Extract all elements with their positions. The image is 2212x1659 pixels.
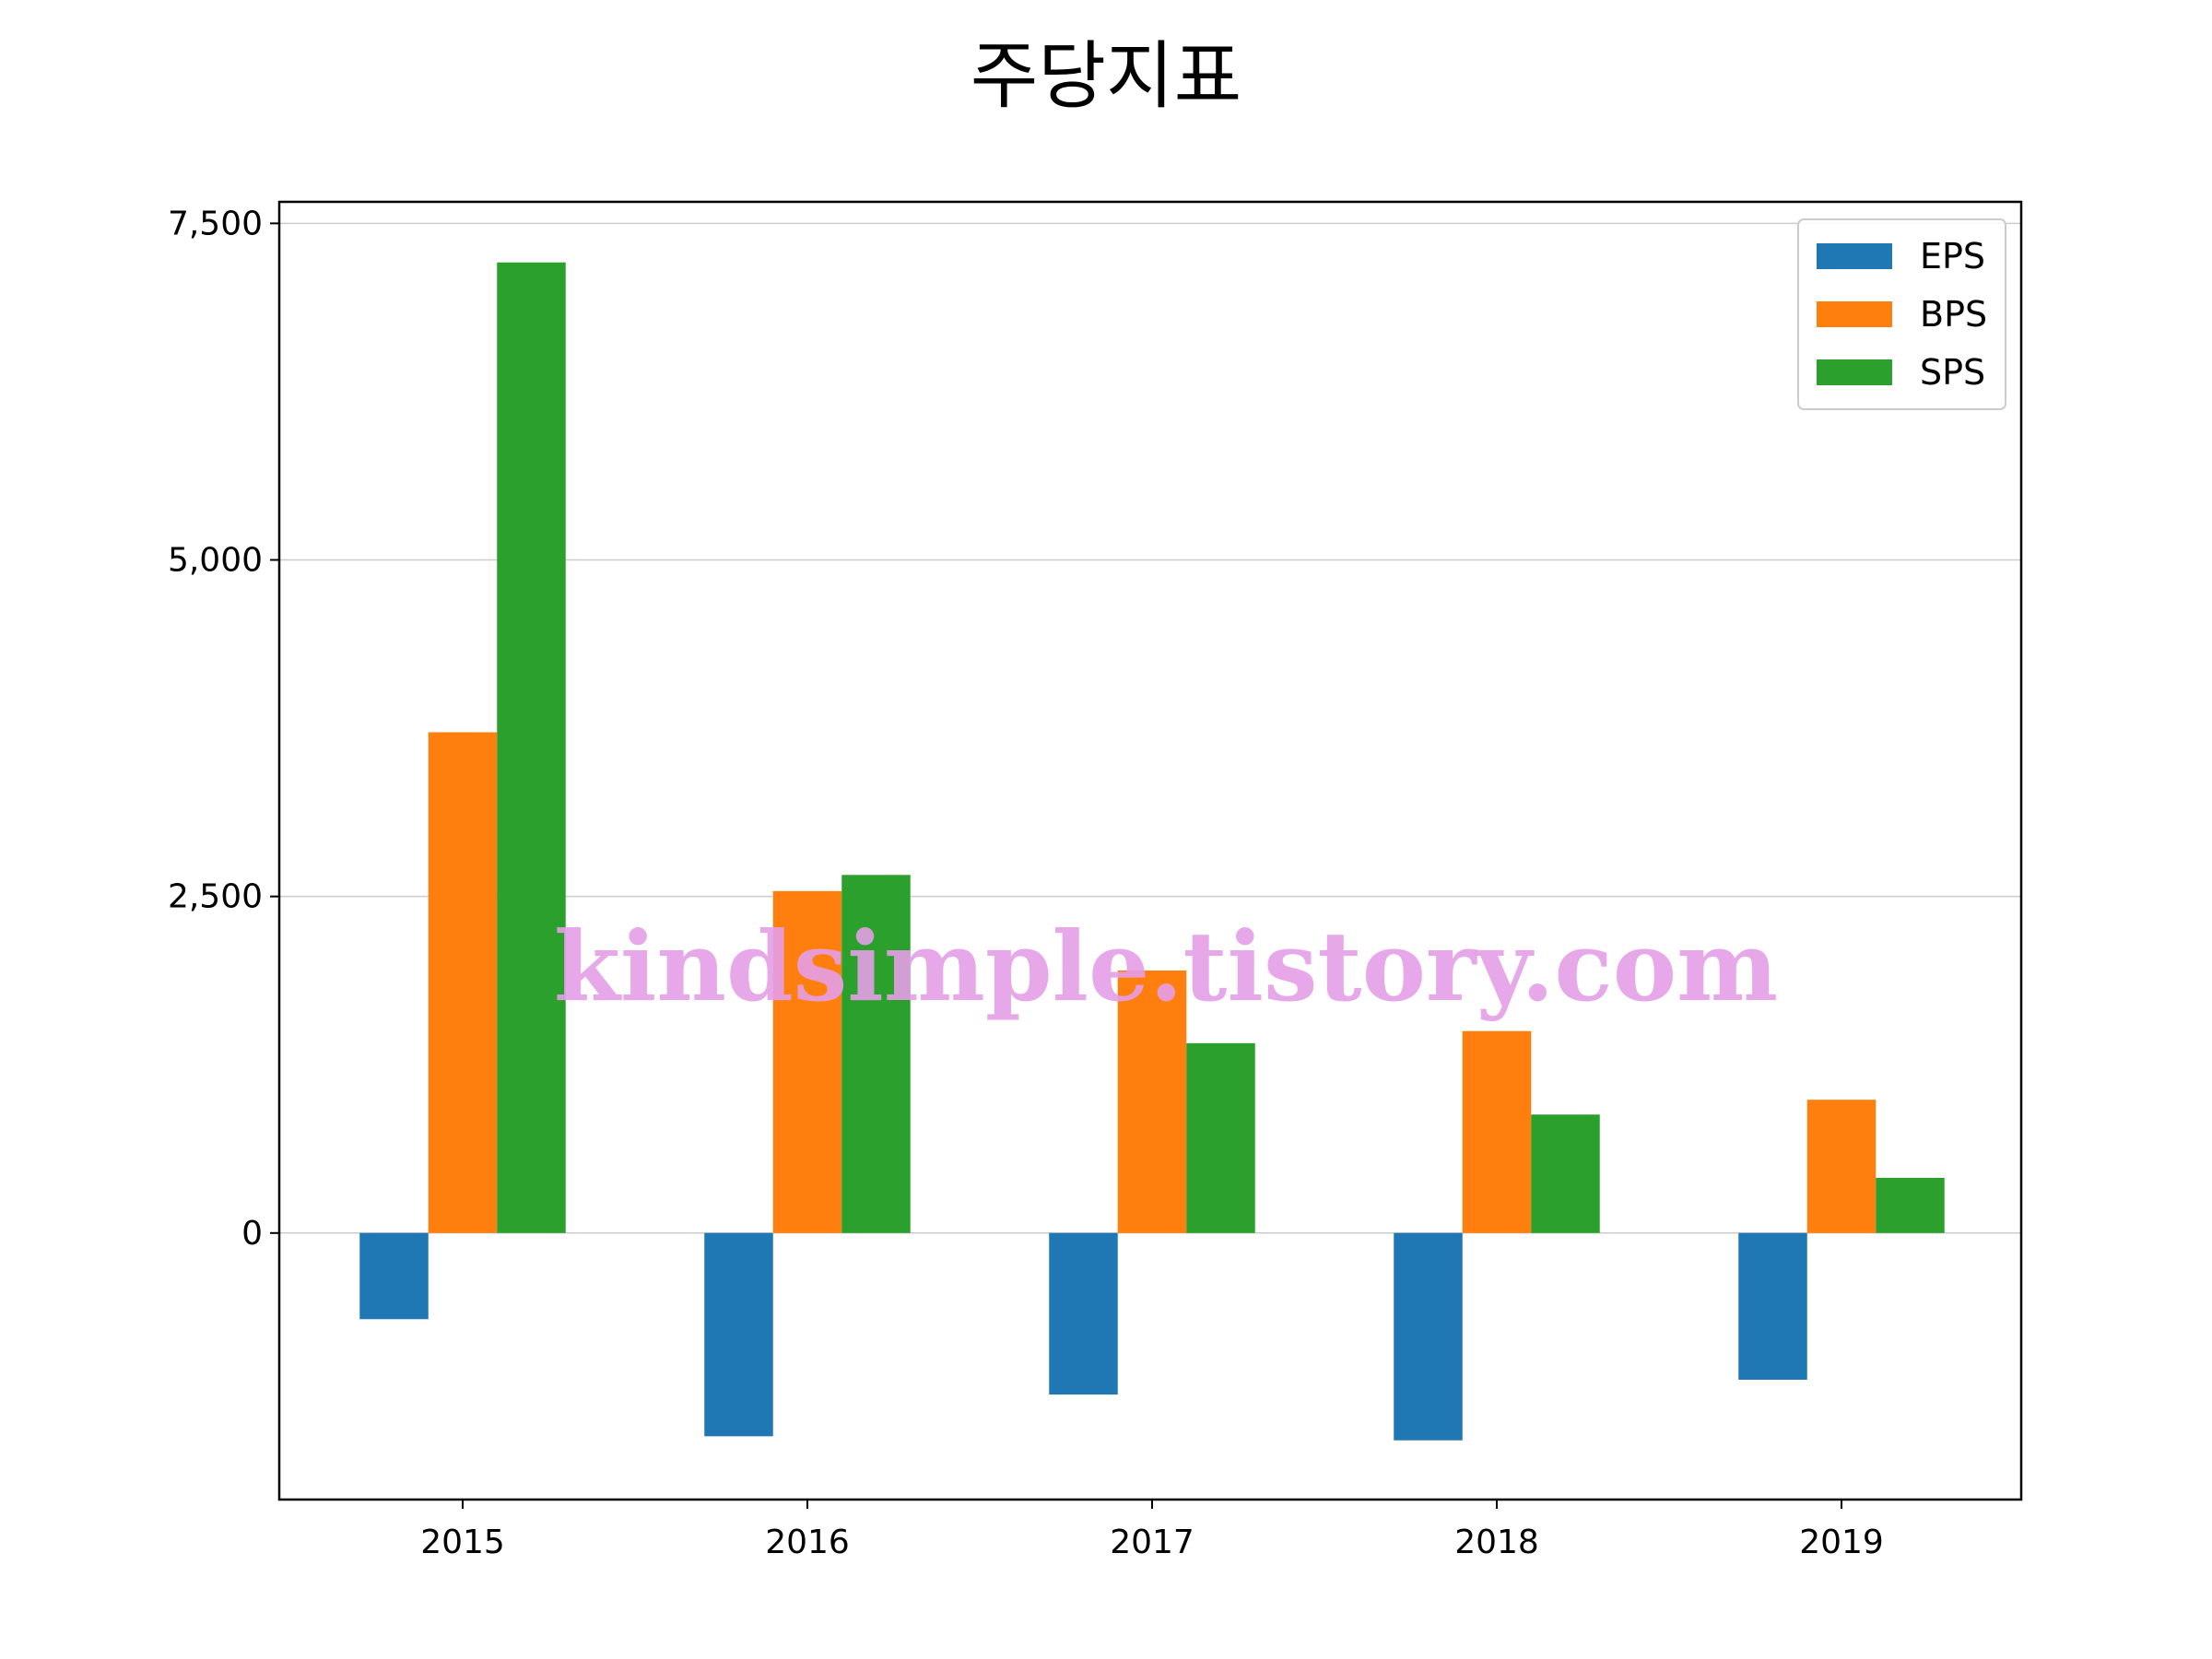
bar-sps-2016 [841,875,911,1233]
grid-lines [279,222,2021,1234]
chart-title: 주당지표 [970,33,1242,119]
x-tick-label: 2017 [1110,1524,1194,1561]
bars [359,262,1945,1441]
watermark-text: kindsimple.tistory.com [554,910,1778,1023]
bar-eps-2015 [359,1232,429,1320]
plot-frame [277,200,2023,1501]
bar-sps-2018 [1531,1114,1600,1233]
y-tick-label: 7,500 [168,205,263,242]
bar-bps-2017 [1117,970,1187,1233]
x-tick-label: 2015 [420,1524,505,1561]
legend: EPS BPS SPS [1797,218,2006,410]
y-tick-label: 2,500 [168,878,263,916]
bar-eps-2016 [704,1232,773,1437]
legend-swatch-bps [1817,301,1892,327]
bar-sps-2019 [1876,1177,1945,1233]
bar-eps-2018 [1394,1232,1463,1441]
bar-eps-2019 [1738,1232,1807,1381]
x-tick-label: 2019 [1799,1524,1884,1561]
y-axis: 0 2,500 5,000 7,500 [168,205,279,1253]
y-tick-label: 0 [241,1215,263,1253]
legend-label-eps: EPS [1920,236,1985,276]
bar-eps-2017 [1049,1232,1118,1395]
y-tick-label: 5,000 [168,542,263,580]
legend-swatch-eps [1817,243,1892,269]
bar-sps-2017 [1186,1042,1255,1233]
bar-bps-2016 [772,890,842,1233]
x-axis: 2015 2016 2017 2018 2019 [420,1500,1884,1561]
bar-bps-2018 [1462,1030,1532,1233]
x-tick-label: 2018 [1454,1524,1539,1561]
legend-label-sps: SPS [1920,352,1985,393]
legend-label-bps: BPS [1920,294,1987,335]
bar-bps-2015 [428,732,498,1233]
legend-swatch-sps [1817,359,1892,385]
x-tick-label: 2016 [765,1524,850,1561]
bar-sps-2015 [497,262,566,1233]
bar-bps-2019 [1806,1100,1877,1233]
